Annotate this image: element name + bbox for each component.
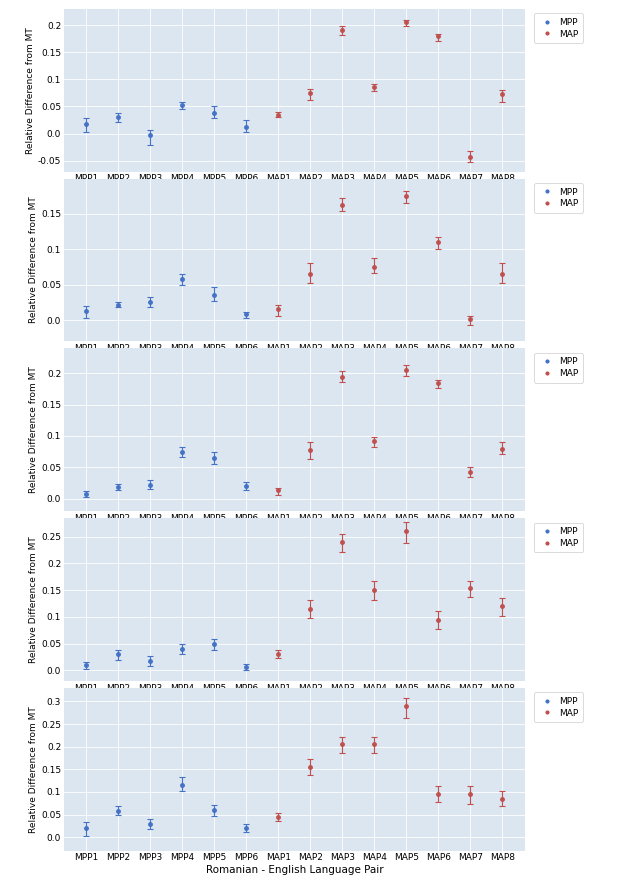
X-axis label: Estonian - English Language Pair: Estonian - English Language Pair (209, 525, 380, 536)
Legend: MPP, MAP: MPP, MAP (534, 523, 583, 553)
Legend: MPP, MAP: MPP, MAP (534, 13, 583, 43)
Y-axis label: Relative Difference from MT: Relative Difference from MT (26, 27, 35, 153)
Legend: MPP, MAP: MPP, MAP (534, 693, 583, 722)
Y-axis label: Relative Difference from MT: Relative Difference from MT (29, 367, 38, 493)
X-axis label: Nepali - English Language Pair: Nepali - English Language Pair (215, 186, 374, 196)
X-axis label: Sinhala - English Language Pair: Sinhala - English Language Pair (212, 356, 376, 366)
Y-axis label: Relative Difference from MT: Relative Difference from MT (29, 536, 38, 663)
Y-axis label: Relative Difference from MT: Relative Difference from MT (29, 196, 38, 324)
Legend: MPP, MAP: MPP, MAP (534, 353, 583, 382)
X-axis label: Russian - English Language Pair: Russian - English Language Pair (212, 695, 377, 705)
X-axis label: Romanian - English Language Pair: Romanian - English Language Pair (205, 866, 383, 875)
Y-axis label: Relative Difference from MT: Relative Difference from MT (29, 706, 38, 832)
Legend: MPP, MAP: MPP, MAP (534, 183, 583, 213)
